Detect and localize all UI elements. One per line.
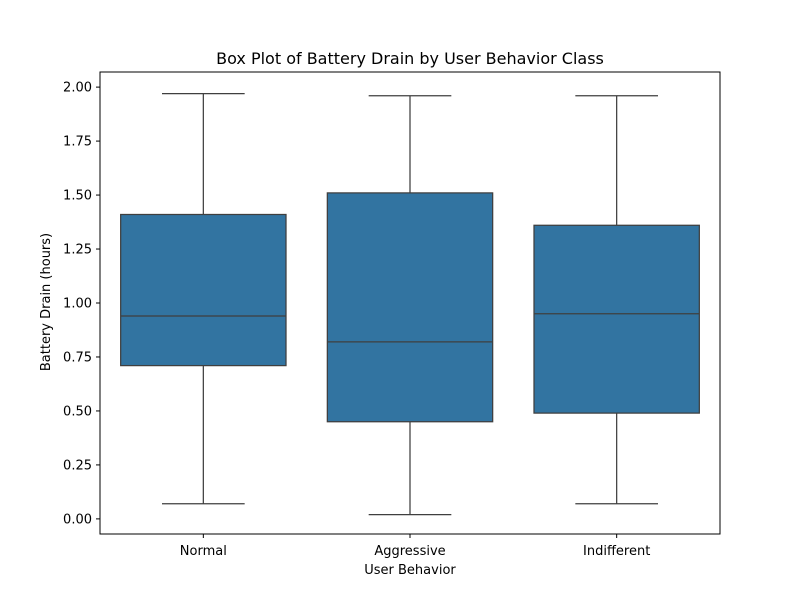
y-tick-label: 1.50 (63, 189, 92, 204)
box-group-indifferent (533, 95, 700, 505)
y-axis-label: Battery Drain (hours) (39, 233, 54, 371)
y-tick-label: 0.50 (63, 404, 92, 419)
y-tick-label: 1.25 (63, 243, 92, 258)
x-tick-label: Indifferent (583, 544, 650, 559)
chart-title: Box Plot of Battery Drain by User Behavi… (216, 49, 604, 68)
y-tick-label: 2.00 (63, 81, 92, 96)
x-axis-label: User Behavior (364, 563, 456, 578)
plot-area: 0.00 0.25 0.50 0.75 1.00 1.25 1.50 1.75 2.00 Norm… (63, 71, 721, 559)
y-tick-label: 0.25 (63, 458, 92, 473)
x-tick-label: Aggressive (374, 544, 445, 559)
x-tick-label: Normal (180, 544, 227, 559)
y-tick-label: 1.75 (63, 135, 92, 150)
iqr-box (326, 192, 494, 423)
box-group-aggressive (326, 95, 494, 516)
iqr-box (533, 224, 700, 414)
y-tick-label: 1.00 (63, 297, 92, 312)
y-tick-label: 0.00 (63, 512, 92, 527)
y-tick-label: 0.75 (63, 350, 92, 365)
iqr-box (120, 213, 287, 367)
box-group-normal (120, 92, 287, 505)
